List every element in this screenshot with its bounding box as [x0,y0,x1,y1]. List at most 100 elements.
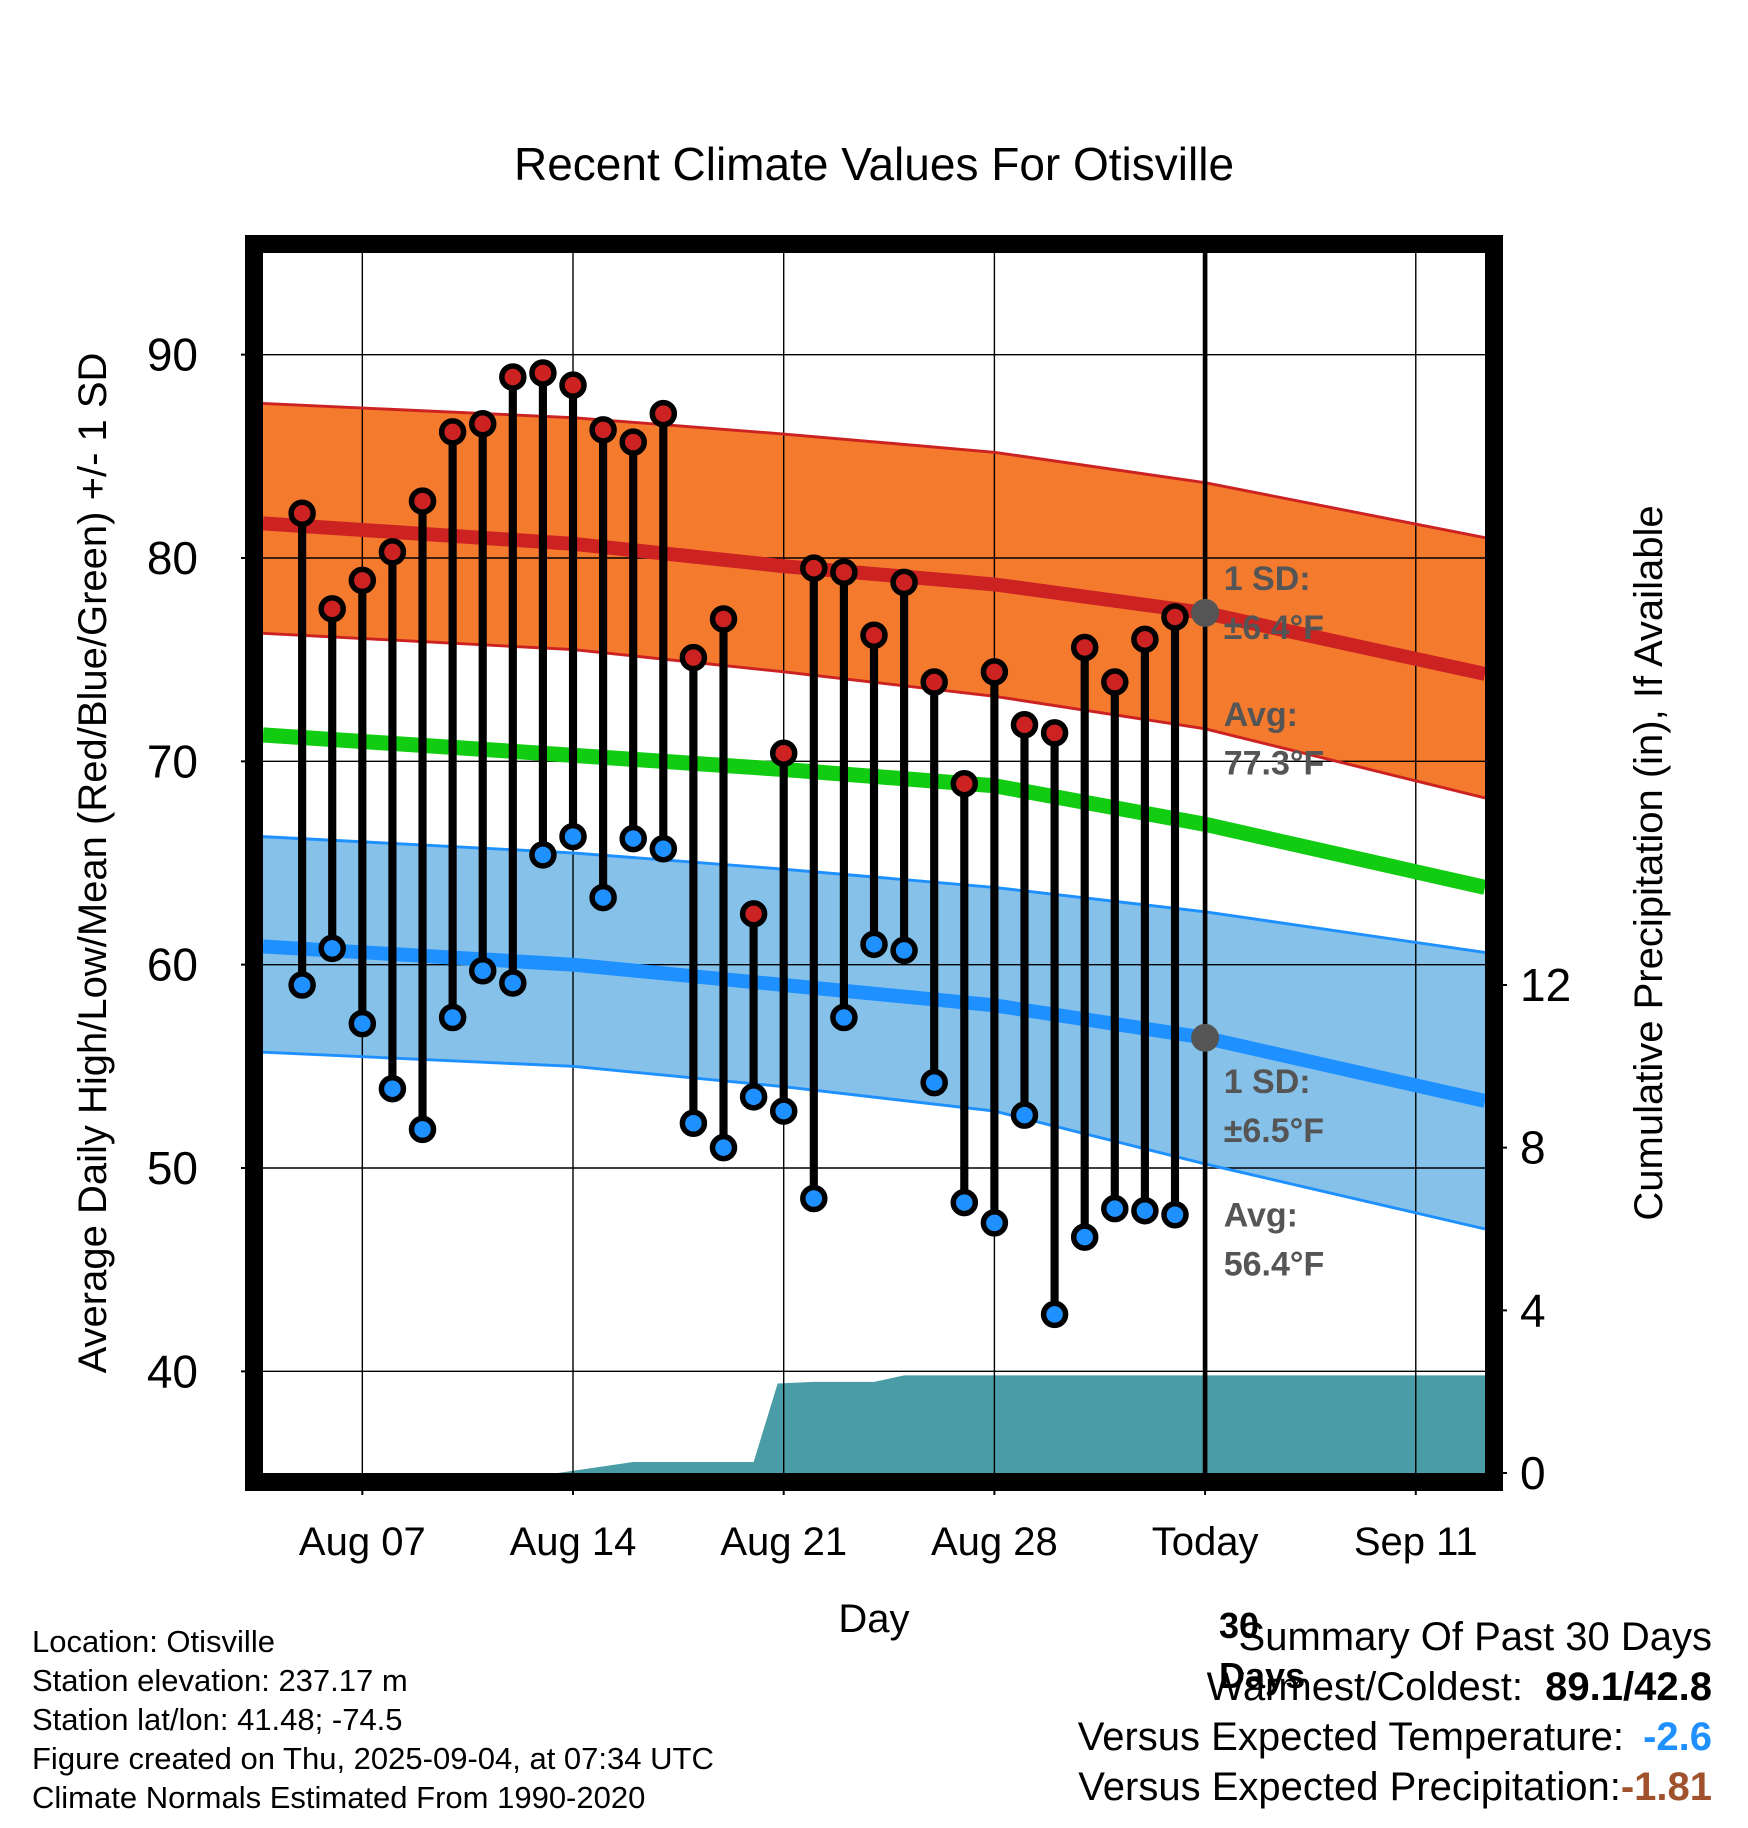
low-avg-value: 56.4°F [1224,1245,1325,1283]
low-point [950,1188,979,1217]
summary-precip: Versus Expected Precipitation:-1.81 [1078,1765,1712,1810]
y-tick-label: 90 [147,329,198,381]
low-point [559,822,587,851]
high-point [1040,719,1069,747]
y2-axis-label: Cumulative Precipitation (in), If Availa… [1627,505,1671,1220]
high-point [860,621,888,650]
low-point [860,930,888,959]
high-point [559,371,587,399]
high-point [1161,603,1189,631]
summary-temp: Versus Expected Temperature: -2.6 [1078,1715,1712,1760]
y2-tick-label: 8 [1520,1122,1546,1174]
low-point [529,841,557,869]
x-tick-label: Today [1152,1520,1259,1564]
high-point [920,668,948,696]
avg-high-marker [1191,598,1220,627]
warm-cold-value: 89.1/42.8 [1545,1665,1712,1709]
high-point [499,363,527,391]
low-point [1010,1101,1039,1129]
high-point [348,566,377,595]
low-point [499,969,527,997]
low-point [830,1003,858,1032]
high-point [980,658,1009,686]
y-axis-label: Average Daily High/Low/Mean (Red/Blue/Gr… [71,353,115,1374]
high-point [769,739,798,767]
normals-text: Climate Normals Estimated From 1990-2020 [32,1780,646,1815]
high-sd-boundary [262,631,1486,800]
precip-label: Versus Expected Precipitation: [1078,1765,1621,1809]
x-tick-label: Aug 14 [510,1520,637,1564]
low-point [890,936,918,965]
low-point [800,1184,828,1213]
low-point [348,1009,377,1038]
low-point [378,1074,407,1103]
low-point [739,1083,768,1111]
high-point [1101,668,1129,696]
low-point [408,1115,437,1144]
y-tick-label: 80 [147,532,198,584]
high-point [378,538,407,566]
high-point [830,558,858,586]
high-sd-boundary [262,402,1486,540]
low-point [920,1068,948,1097]
low-point [649,835,678,863]
summary-title: Summary Of Past 30 Days [1238,1615,1712,1659]
temp-value: -2.6 [1643,1715,1712,1759]
low-sd-boundary [262,835,1486,954]
high-avg-label: Avg: [1224,696,1298,734]
low-point [1161,1201,1189,1229]
y-tick-label: 70 [147,735,198,787]
x-tick-label: Aug 07 [299,1520,426,1564]
low-sd-label: 1 SD: [1224,1063,1311,1101]
y-tick-label: 60 [147,939,198,991]
x-tick-label: Aug 21 [720,1520,847,1564]
high-point [1010,710,1039,739]
low-sd-value: ±6.5°F [1224,1112,1324,1150]
y2-tick-label: 0 [1520,1447,1546,1499]
low-point [980,1209,1009,1237]
temp-label: Versus Expected Temperature: [1077,1715,1624,1759]
x-tick-label: Sep 11 [1354,1520,1478,1564]
high-point [739,900,768,928]
days-number: 30 [1219,1605,1259,1646]
high-avg-value: 77.3°F [1224,745,1325,783]
low-point [709,1133,738,1162]
days-word: Days [1219,1655,1305,1696]
y-tick-label: 40 [147,1345,198,1397]
created-text: Figure created on Thu, 2025-09-04, at 07… [32,1741,714,1776]
low-point [318,934,346,963]
low-point [1101,1194,1129,1223]
high-point [890,568,918,597]
precip-value: -1.81 [1620,1765,1712,1809]
low-point [589,883,617,912]
high-point [408,487,437,515]
low-point [1070,1223,1099,1251]
high-sd-value: ±6.4°F [1224,609,1324,647]
low-avg-label: Avg: [1224,1197,1298,1235]
avg-mean-line [262,727,1487,895]
high-sd-label: 1 SD: [1224,560,1311,598]
high-point [288,499,316,528]
high-sd-band [263,403,1485,798]
high-point [709,605,738,633]
high-point [529,359,557,387]
elevation-text: Station elevation: 237.17 m [32,1663,408,1698]
low-sd-boundary [262,1050,1486,1231]
low-point [1040,1300,1069,1329]
x-axis-label: Day [838,1597,909,1641]
high-point [1131,625,1159,654]
high-point [468,410,497,438]
high-point [318,595,346,623]
summary-warm-cold: Warmest/Coldest: 89.1/42.8 [1207,1665,1712,1710]
location-text: Location: Otisville [32,1624,275,1659]
low-point [619,824,647,853]
warm-cold-label: Warmest/Coldest: [1206,1665,1523,1709]
precip-area [263,1375,1485,1474]
high-point [950,769,979,798]
x-tick-label: Aug 28 [931,1520,1058,1564]
high-point [438,418,467,446]
chart-title: Recent Climate Values For Otisville [514,138,1234,190]
high-point [800,554,828,582]
low-sd-band [263,836,1485,1229]
